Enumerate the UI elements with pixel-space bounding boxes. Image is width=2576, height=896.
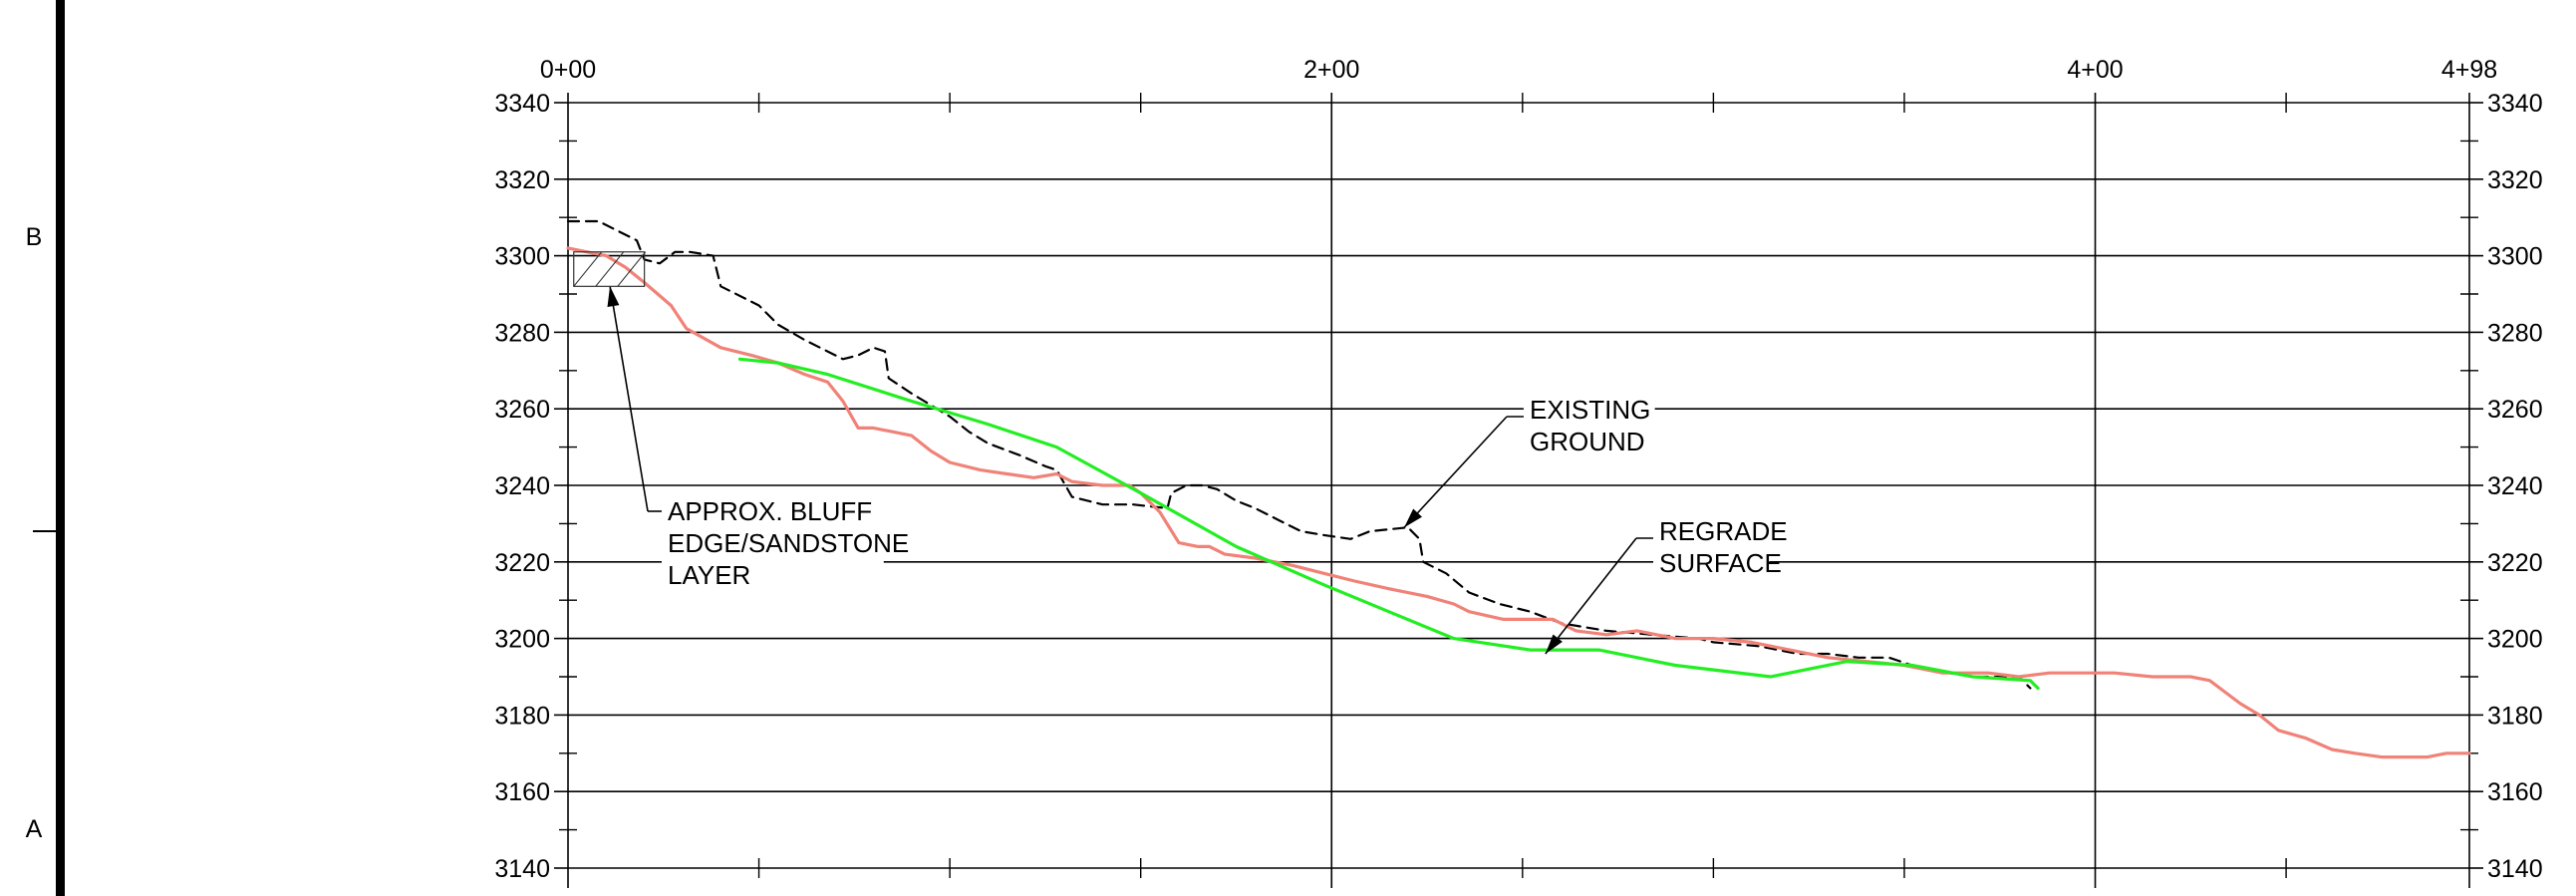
hatch-line (595, 251, 625, 287)
x-tick-label: 4+00 (2067, 56, 2123, 84)
x-tick-label: 4+98 (2441, 56, 2497, 84)
leader-arrowhead (607, 286, 620, 307)
plot-series (566, 219, 2471, 759)
y-tick-label-left: 3140 (494, 855, 550, 883)
y-tick-label-left: 3180 (494, 702, 550, 730)
y-tick-label-right: 3220 (2487, 549, 2543, 577)
y-tick-label-right: 3300 (2487, 243, 2543, 271)
y-tick-label-right: 3260 (2487, 396, 2543, 424)
y-tick-label-left: 3280 (494, 319, 550, 347)
zone-label-a: A (26, 815, 43, 843)
y-tick-label-left: 3340 (494, 90, 550, 118)
callout-text-line: EXISTING (1530, 395, 1650, 425)
bluff-edge-hatch (573, 251, 647, 287)
y-tick-label-left: 3160 (494, 778, 550, 806)
y-tick-label-left: 3220 (494, 549, 550, 577)
callout-backing (1524, 393, 1655, 462)
y-tick-label-left: 3300 (494, 243, 550, 271)
leader-arrowhead (1404, 508, 1422, 528)
callout-text-line: LAYER (668, 560, 750, 590)
leader-arrowhead (1545, 634, 1563, 654)
y-tick-label-left: 3320 (494, 166, 550, 194)
leader-line (1545, 537, 1637, 655)
hatch-line (573, 251, 603, 287)
x-tick-label: 0+00 (540, 56, 596, 84)
callout-text-line: GROUND (1530, 427, 1645, 456)
y-tick-label-right: 3180 (2487, 702, 2543, 730)
y-tick-label-left: 3240 (494, 472, 550, 500)
y-tick-label-right: 3140 (2487, 855, 2543, 883)
y-axis-ticks: 3340 3340 3320 3320 3300 3300 3280 3280 3260 3260… (494, 90, 2542, 883)
sheet-border (56, 0, 65, 896)
grid (567, 93, 2470, 888)
y-tick-label-right: 3160 (2487, 778, 2543, 806)
existing-ground-line (566, 219, 2032, 690)
y-tick-label-right: 3320 (2487, 166, 2543, 194)
callout-backing (662, 494, 884, 596)
leader-line (1403, 416, 1508, 528)
surveyed-profile-line (566, 246, 2471, 759)
y-tick-label-left: 3260 (494, 396, 550, 424)
callout-text-line: EDGE/SANDSTONE (668, 528, 909, 558)
y-tick-label-left: 3200 (494, 626, 550, 654)
callout-backing (1653, 514, 1770, 584)
x-tick-label: 2+00 (1303, 56, 1359, 84)
y-tick-label-right: 3280 (2487, 319, 2543, 347)
callout-text-line: APPROX. BLUFF (668, 496, 872, 526)
y-tick-label-right: 3200 (2487, 626, 2543, 654)
zone-label-b: B (26, 223, 43, 251)
y-tick-label-right: 3240 (2487, 472, 2543, 500)
y-tick-label-right: 3340 (2487, 90, 2543, 118)
regrade-surface-line (737, 357, 2040, 691)
callout-text-line: SURFACE (1659, 548, 1782, 578)
callout-text-line: REGRADE (1659, 516, 1788, 546)
leader-line (609, 286, 649, 512)
x-axis-ticks: 0+00 2+00 4+00 4+98 (540, 56, 2497, 878)
hatch-box (573, 251, 646, 287)
hatch-line (617, 251, 647, 287)
